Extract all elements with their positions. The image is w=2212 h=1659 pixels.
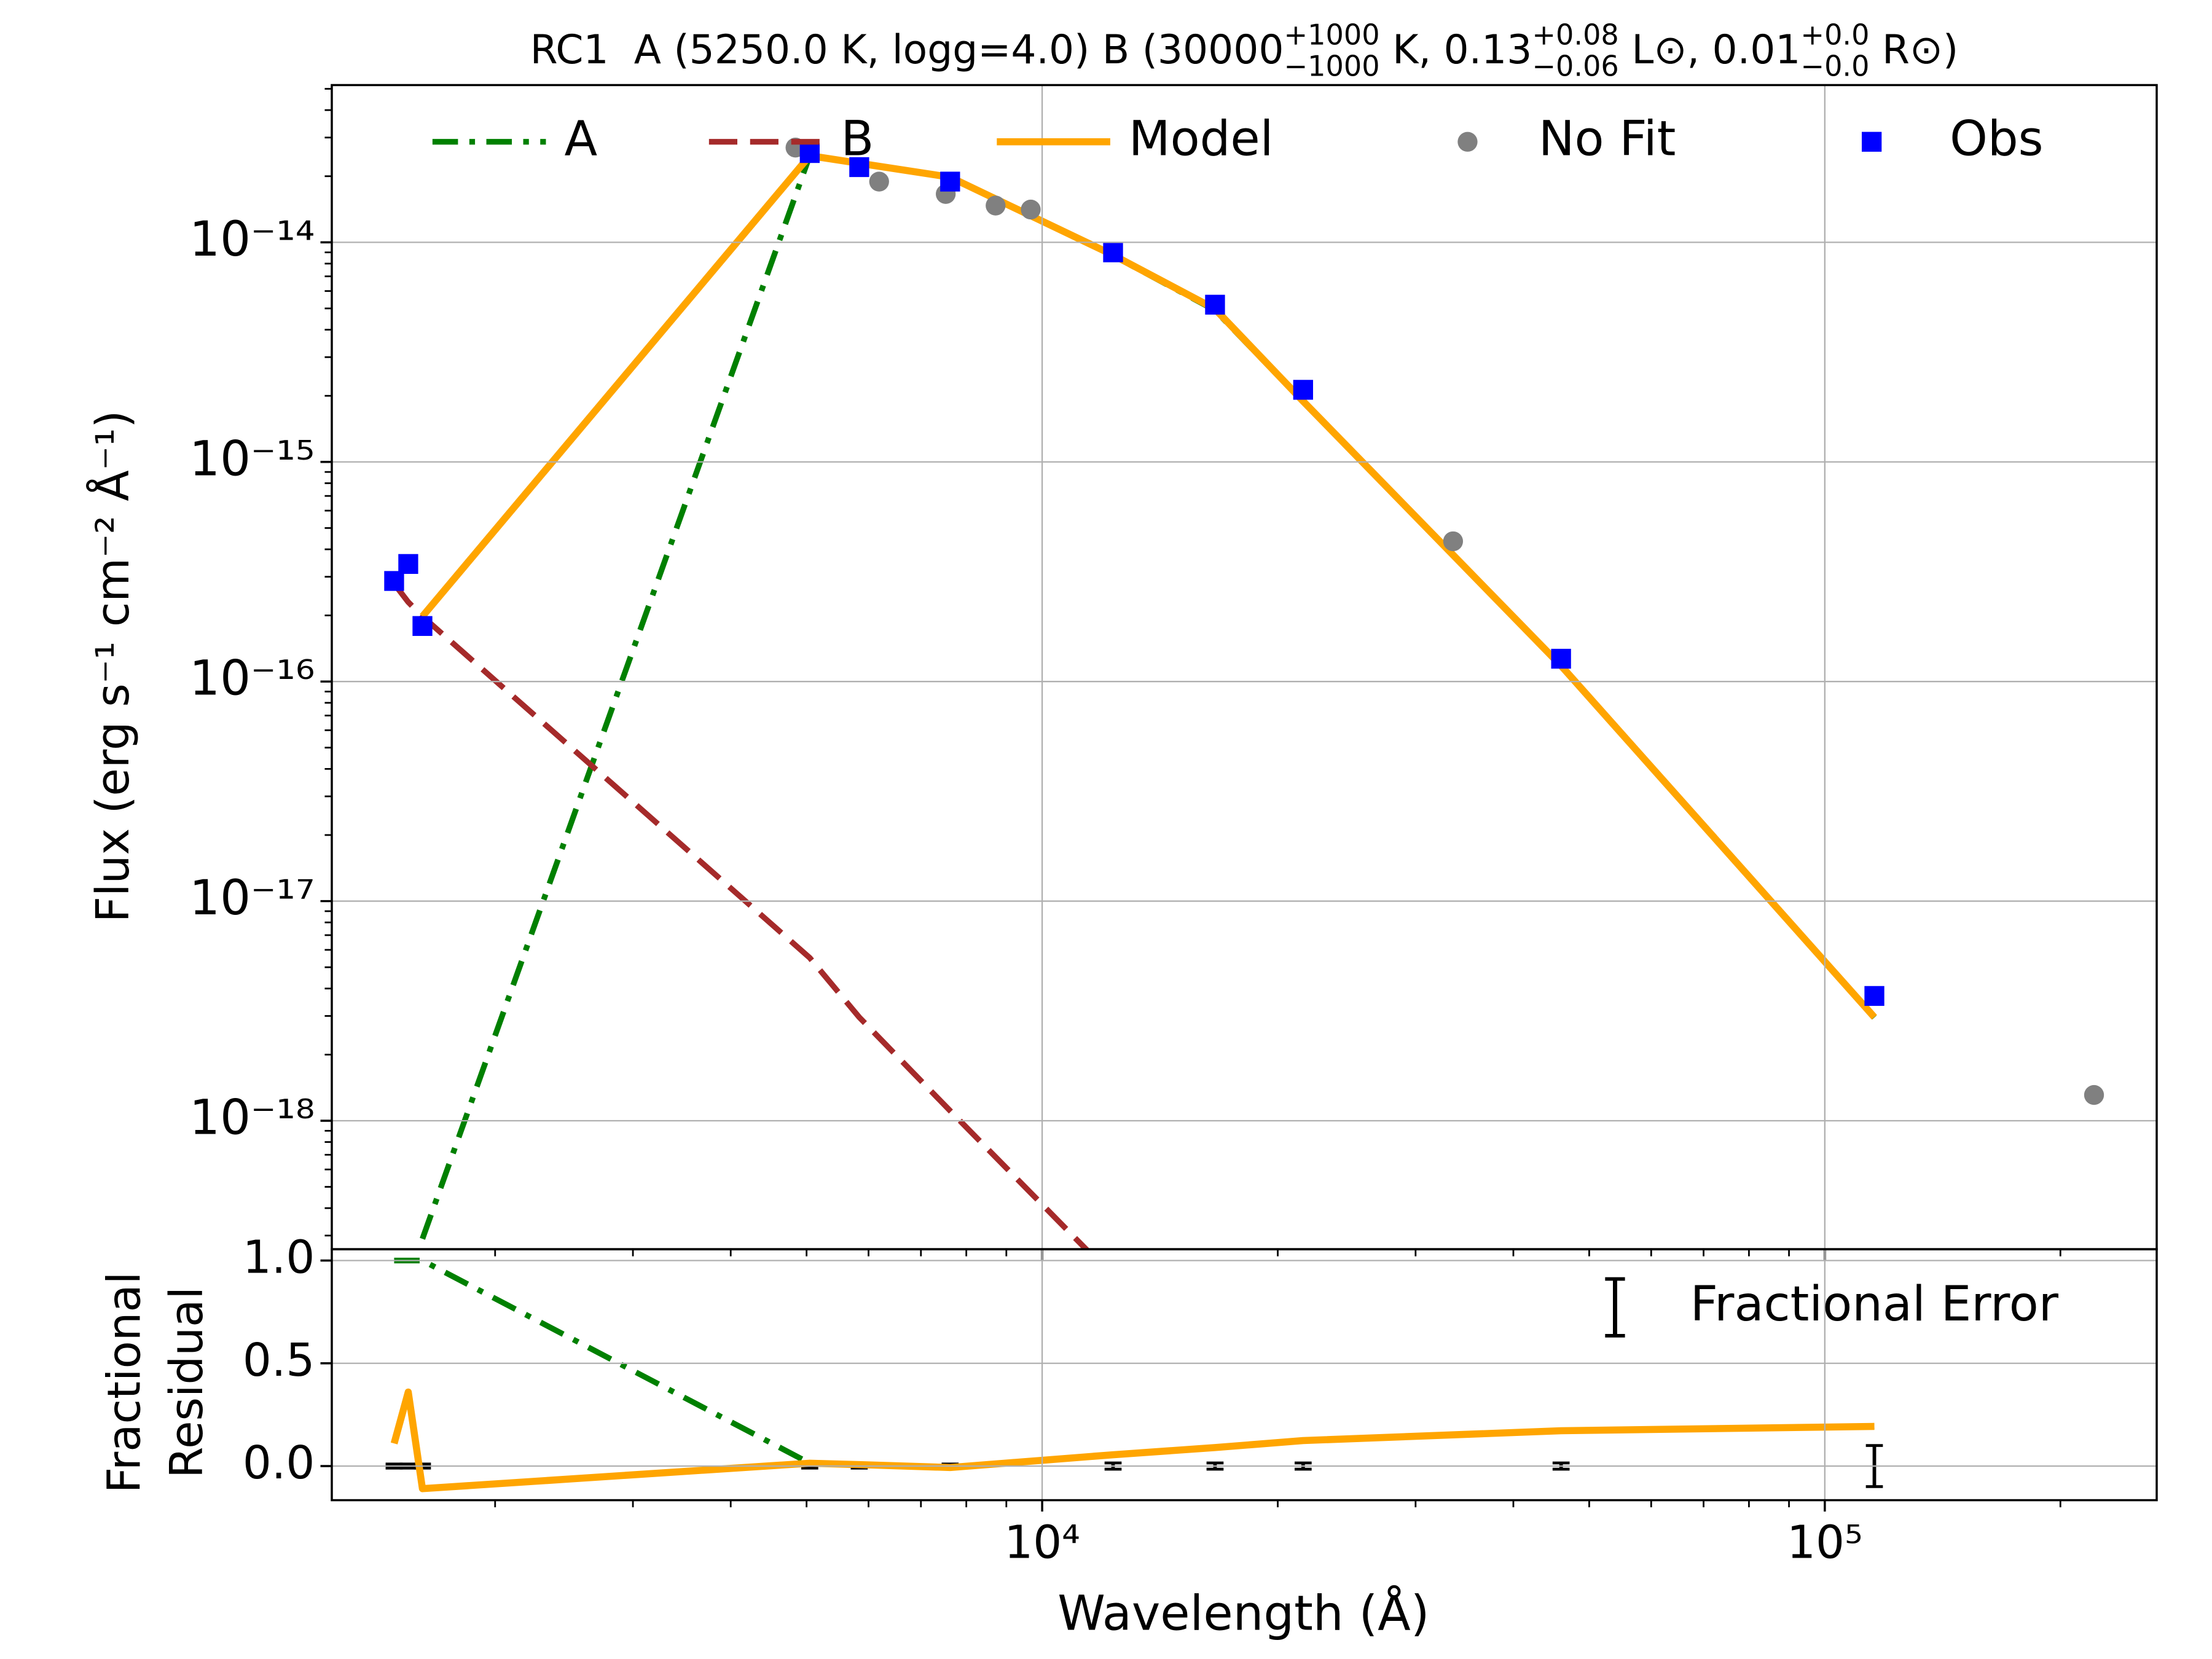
title-text: K, 0.13 [1380, 27, 1532, 73]
legend-label: No Fit [1539, 110, 1676, 167]
title-sup: +0.0 [1800, 18, 1869, 52]
line [391, 582, 1091, 1250]
title-sup: +0.08 [1532, 18, 1618, 52]
y-tick-label: 1.0 [243, 1231, 315, 1284]
point [412, 616, 433, 636]
y-tick-label: 10⁻¹⁸ [189, 1089, 315, 1145]
y-axis-label: Flux (erg s⁻¹ cm⁻² Å⁻¹) [86, 410, 139, 922]
point [1443, 531, 1464, 552]
y-axis-label: Fractional [98, 1272, 151, 1493]
point [1021, 199, 1041, 220]
chart-title: RC1 A (5250.0 K, logg=4.0) B (30000 +1000… [530, 18, 1958, 83]
x-tick-label: 10⁴ [1004, 1516, 1080, 1569]
title-sub: −0.06 [1532, 49, 1618, 82]
point [398, 554, 418, 575]
point [849, 157, 869, 178]
y-tick-label: 0.5 [243, 1334, 315, 1387]
point [1205, 294, 1225, 315]
title-sup: +1000 [1284, 18, 1379, 52]
y-tick-label: 0.0 [243, 1437, 315, 1489]
legend-marker [1862, 131, 1882, 152]
point [799, 143, 820, 163]
legend-label: Model [1129, 110, 1274, 167]
line [390, 1388, 1875, 1492]
axes-frame [331, 1248, 2158, 1502]
title-sub: −1000 [1284, 49, 1379, 82]
title-text: L⊙, 0.01 [1619, 27, 1801, 73]
title-sub: −0.0 [1800, 49, 1869, 82]
point [1293, 380, 1313, 400]
point [869, 171, 889, 192]
x-tick-label: 10⁵ [1787, 1516, 1863, 1569]
title-text: RC1 A (5250.0 K, logg=4.0) B (30000 [530, 27, 1284, 73]
plot-area [384, 138, 2104, 1250]
y-axis-label: Residual [160, 1287, 213, 1478]
y-tick-label: 10⁻¹⁴ [189, 211, 315, 267]
point [986, 195, 1006, 216]
point [1551, 648, 1571, 669]
legend-label: B [841, 110, 874, 167]
x-axis-label: Wavelength (Å) [1057, 1585, 1429, 1641]
legend-label: Obs [1950, 110, 2043, 167]
y-tick-label: 10⁻¹⁷ [189, 869, 315, 926]
legend-marker [1457, 131, 1478, 152]
point [1103, 242, 1123, 262]
y-tick-label: 10⁻¹⁵ [189, 430, 315, 487]
point [1864, 986, 1885, 1006]
line [420, 152, 1877, 1020]
title-text: R⊙) [1869, 27, 1958, 73]
point [940, 171, 960, 192]
legend-label: Fractional Error [1690, 1276, 2059, 1332]
point [384, 571, 404, 591]
legend-label: A [564, 110, 597, 167]
y-tick-label: 10⁻¹⁶ [189, 650, 315, 707]
point [2084, 1084, 2104, 1105]
